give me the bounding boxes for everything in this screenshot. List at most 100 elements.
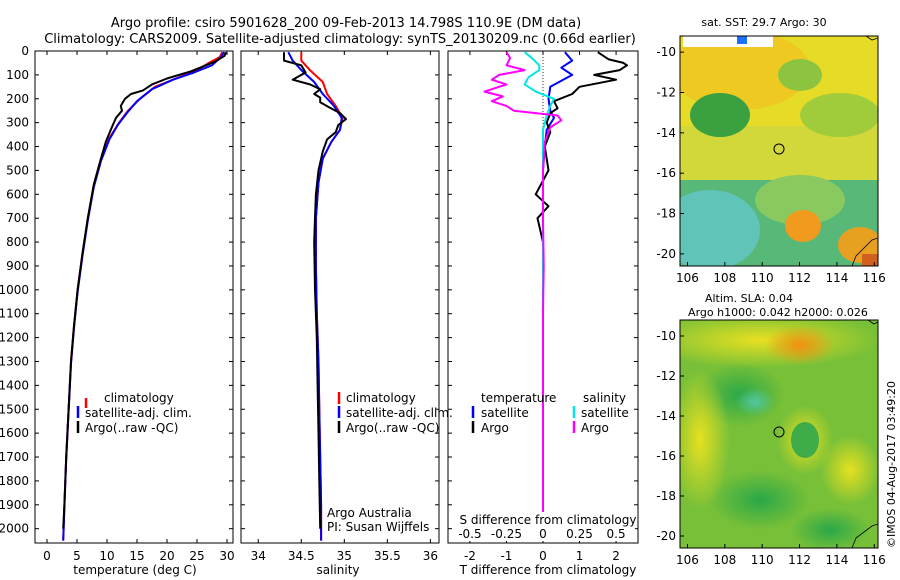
sla-low-patch-3 [790,508,870,548]
legend-label-argo: Argo(..raw -QC) [85,421,178,435]
x-tick-label: 0 [539,549,547,563]
imos-credit: ©IMOS 04-Aug-2017 03:49:20 [885,381,898,548]
sla-east-high [820,435,878,505]
difference-panel: -2 -1 0 1 2 S difference from climatology -0… [447,50,639,577]
lat-tick-label: -14 [656,409,676,423]
temperature-panel: 0100200300400500600700800900100011001200… [0,44,235,577]
salinity-panel: 34 34.5 35 35.5 36 salinity climatology sate… [240,50,453,577]
depth-tick-label: 1100 [0,307,29,321]
sla-map-title: Altim. SLA: 0.04 [705,292,793,305]
legend-label-satellite: satellite-adj. clim. [85,406,192,420]
x-tick-label: 10 [99,549,114,563]
lon-tick-label: 108 [713,553,736,567]
sla-high-core [765,325,835,365]
s-difference-tick-label: 0 [539,527,547,541]
depth-tick-label: 1900 [0,498,29,512]
top-axis-backdrop [452,512,635,541]
lat-tick-label: -16 [656,449,676,463]
sst-lon-ticks: 106 108 110 112 114 116 [676,262,886,285]
lon-tick-label: 116 [863,553,886,567]
x-tick-label: 30 [219,549,234,563]
depth-tick-label: 200 [6,92,29,106]
legend-label-climatology: climatology [104,391,174,405]
depth-tick-label: 1700 [0,450,29,464]
series-line-climatology [300,52,344,541]
sst-field [680,36,878,266]
sst-warm-patch [680,36,810,110]
depth-tick-label: 700 [6,211,29,225]
s-difference-tick-label: -0.25 [491,527,522,541]
lon-tick-label: 114 [825,553,848,567]
sla-coastline-ne [867,320,878,325]
sla-argo-float-marker [773,426,785,438]
salinity-xticks: 34 34.5 35 35.5 36 [251,51,438,563]
temperature-series [62,51,227,541]
difference-xticks: -2 -1 0 1 2 [464,51,620,563]
sst-cool-patch-1 [690,93,750,137]
depth-tick-label: 900 [6,259,29,273]
sla-map-panel: Altim. SLA: 0.04 Argo h1000: 0.042 h2000… [656,292,886,567]
lat-tick-label: -20 [656,247,676,261]
sst-map-frame [679,35,879,267]
depth-tick-label: 300 [6,116,29,130]
legend-title-salinity: salinity [583,391,626,405]
sst-coastline-se [851,237,878,266]
lon-tick-label: 106 [676,271,699,285]
depth-tick-label: 1300 [0,354,29,368]
lon-tick-label: 114 [825,271,848,285]
lat-tick-label: -16 [656,166,676,180]
s-difference-ticks: -0.5 -0.25 0 0.25 0.5 [458,527,625,541]
s-difference-tick-label: 0.5 [607,527,626,541]
temperature-xlabel: temperature (deg C) [73,563,196,577]
x-tick-label: 5 [73,549,81,563]
s-difference-label: S difference from climatology [460,513,637,527]
sla-ring-center [791,422,819,458]
sst-cool-patch-2 [778,59,822,91]
lat-tick-label: -12 [656,85,676,99]
sla-coastline-se [851,523,878,548]
depth-tick-label: 500 [6,163,29,177]
lon-tick-label: 108 [713,271,736,285]
sla-low-patch-2 [710,470,810,530]
salinity-xlabel: salinity [316,563,359,577]
lat-tick-label: -18 [656,207,676,221]
series-line-satellite-adj-clim- [62,51,225,541]
diff-legend-label-s-satellite: satellite [581,406,629,420]
sal-legend-label-climatology: climatology [346,391,416,405]
difference-depth-ticks [448,50,638,530]
lat-tick-label: -14 [656,126,676,140]
x-tick-label: 1 [576,549,584,563]
lon-tick-label: 112 [788,271,811,285]
lat-tick-label: -10 [656,45,676,59]
depth-tick-label: 1800 [0,474,29,488]
lat-tick-label: -18 [656,489,676,503]
sst-hot-corner [862,254,878,266]
depth-tick-label: 100 [6,68,29,82]
sst-coastline-ne [865,36,878,41]
series-line-s-argo [483,51,563,529]
depth-tick-label: 1200 [0,331,29,345]
depth-tick-label: 1400 [0,378,29,392]
lon-tick-label: 110 [751,553,774,567]
lat-tick-label: -20 [656,529,676,543]
x-tick-label: 2 [612,549,620,563]
sla-field [680,320,878,548]
x-tick-label: 0 [43,549,51,563]
sal-legend-label-satellite: satellite-adj. clim. [346,406,453,420]
sst-map-title: sat. SST: 29.7 Argo: 30 [701,16,826,29]
legend-title-temperature: temperature [481,391,556,405]
diff-legend-label-t-argo: Argo [481,421,509,435]
series-line-climatology [62,51,224,541]
sla-lat-ticks: -10 -12 -14 -16 -18 -20 [656,329,684,543]
depth-tick-label: 0 [21,44,29,58]
depth-tick-label: 1000 [0,283,29,297]
sst-mid-patch [755,175,845,225]
temperature-legend: climatology satellite-adj. clim. Argo(..… [76,391,192,435]
sla-lon-ticks: 106 108 110 112 114 116 [676,544,886,567]
sla-map-subtitle: Argo h1000: 0.042 h2000: 0.026 [688,306,868,319]
lat-tick-label: -12 [656,369,676,383]
sst-missing-data [683,36,773,47]
x-tick-label: -2 [464,549,476,563]
series-line-satellite-adj-clim- [287,51,343,541]
